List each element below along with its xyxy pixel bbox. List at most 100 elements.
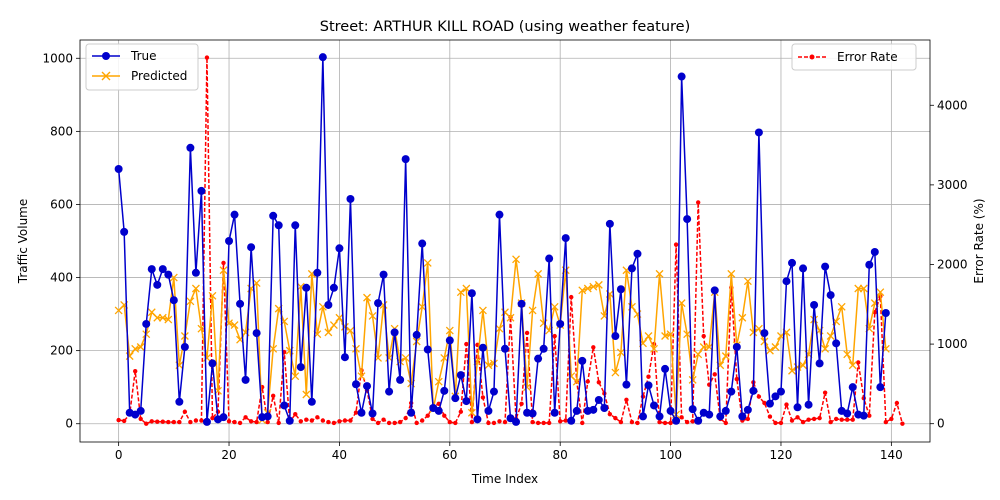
error-rate-point [138,416,143,422]
true-point [236,299,245,308]
error-rate-point [182,409,188,414]
error-rate-line [118,56,904,425]
y2-tick-label: 0 [937,417,945,431]
true-point [556,319,565,328]
true-point [876,383,885,392]
plot-frame [79,39,931,443]
error-rate-point [668,420,673,426]
true-point [611,332,620,341]
error-rate-point [806,417,811,422]
predicted-point [694,350,703,359]
true-point [340,353,349,362]
true-point [881,308,890,317]
predicted-point [219,266,228,275]
error-rate-point [270,393,276,399]
error-rate-point [414,420,419,426]
predicted-point [423,258,432,267]
error-rate-point [541,420,546,426]
error-rate-point [784,402,789,407]
true-point [247,243,256,252]
error-rate-point [795,415,800,420]
error-rate-point [817,415,822,421]
true-point [169,296,178,305]
error-rate-point [254,419,259,425]
true-point [368,409,377,418]
true-point [291,221,300,230]
predicted-point [269,344,278,353]
true-point [495,210,504,219]
true-point [280,401,289,410]
true-point [407,408,416,417]
true-point [810,300,819,309]
true-point [501,344,509,353]
predicted-point [743,277,752,286]
error-rate-point [375,420,381,426]
error-rate-point [248,419,254,424]
error-rate-point [712,372,717,377]
legend-true-marker [102,52,110,60]
legend-error-label: Error Rate [837,50,898,64]
true-point [572,406,581,415]
predicted-point [611,368,620,377]
error-rate-point [557,419,563,424]
error-rate-point [657,419,662,425]
true-point [318,53,327,62]
true-point [225,237,234,245]
predicted-point [512,255,520,264]
error-rate-point [188,419,193,425]
true-point [451,394,460,403]
true-point [379,270,388,279]
error-rate-point [800,419,806,425]
predicted-point [186,297,195,306]
predicted-point [335,313,344,322]
error-rate-point [690,419,695,424]
error-rate-point [723,420,728,426]
error-rate-point [458,409,464,414]
predicted-point [859,284,868,293]
true-point [666,406,675,415]
true-point [754,128,763,137]
predicted-point [191,284,200,293]
y-tick-label: 0 [65,417,73,431]
error-rate-point [171,419,177,425]
error-rate-point [679,415,684,420]
y2-tick-label: 1000 [937,337,968,351]
error-rate-point [464,341,469,347]
error-rate-point [177,419,182,425]
y2-tick-label: 3000 [937,178,968,192]
error-rate-point [331,420,337,426]
true-point [605,219,614,228]
error-rate-point [326,419,331,425]
predicted-point [368,311,377,320]
error-rate-point [745,416,751,422]
true-point [120,227,129,236]
true-point [263,412,272,421]
y2-tick-label: 2000 [937,257,968,271]
true-point [545,254,554,263]
true-point [385,387,394,396]
error-rate-point [856,360,861,365]
predicted-point [445,326,454,335]
true-point [688,405,697,414]
true-point [202,417,211,426]
predicted-point [644,332,653,340]
true-point [467,289,476,298]
true-line [117,56,887,423]
true-point [462,397,471,406]
error-rate-point [193,418,199,423]
y2-axis-title: Error Rate (%) [972,198,986,283]
true-point [434,406,443,415]
true-point [710,286,719,295]
true-point [638,412,647,421]
true-point [859,411,868,420]
true-point [335,244,344,253]
true-point [478,343,487,352]
true-point [534,354,543,363]
true-point [456,371,465,380]
true-point [793,403,802,412]
true-point [600,404,609,413]
true-point [489,387,498,396]
error-rate-point [403,415,408,421]
error-rate-point [502,419,508,425]
error-rate-point [684,419,690,425]
